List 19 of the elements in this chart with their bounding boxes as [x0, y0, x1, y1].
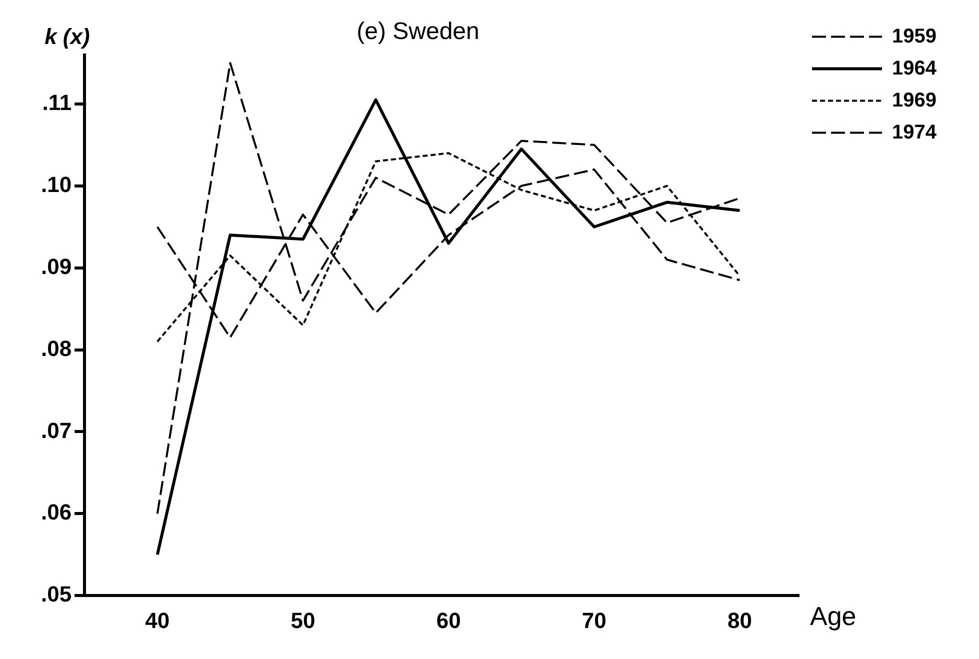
x-axis-title: Age	[810, 600, 856, 631]
x-tick-label: 80	[728, 608, 752, 633]
y-tick-label: .09	[40, 254, 72, 279]
legend-label: 1964	[892, 57, 938, 80]
legend-label: 1959	[892, 25, 936, 48]
x-tick-label: 60	[436, 608, 461, 633]
y-tick-label: .07	[40, 418, 72, 443]
x-tick-label: 40	[145, 608, 170, 633]
legend-label: 1974	[892, 121, 938, 144]
legend-label: 1969	[892, 89, 936, 112]
y-tick-label: .08	[40, 336, 72, 361]
y-tick-label: .05	[40, 582, 72, 607]
y-tick-label: .10	[40, 172, 72, 197]
y-tick-label: .11	[42, 90, 72, 116]
x-tick-label: 50	[290, 608, 316, 633]
y-tick-label: .06	[40, 500, 72, 525]
chart-title: (e) Sweden	[356, 18, 480, 46]
x-tick-label: 70	[582, 608, 606, 633]
y-axis-title: k (x)	[44, 24, 90, 49]
